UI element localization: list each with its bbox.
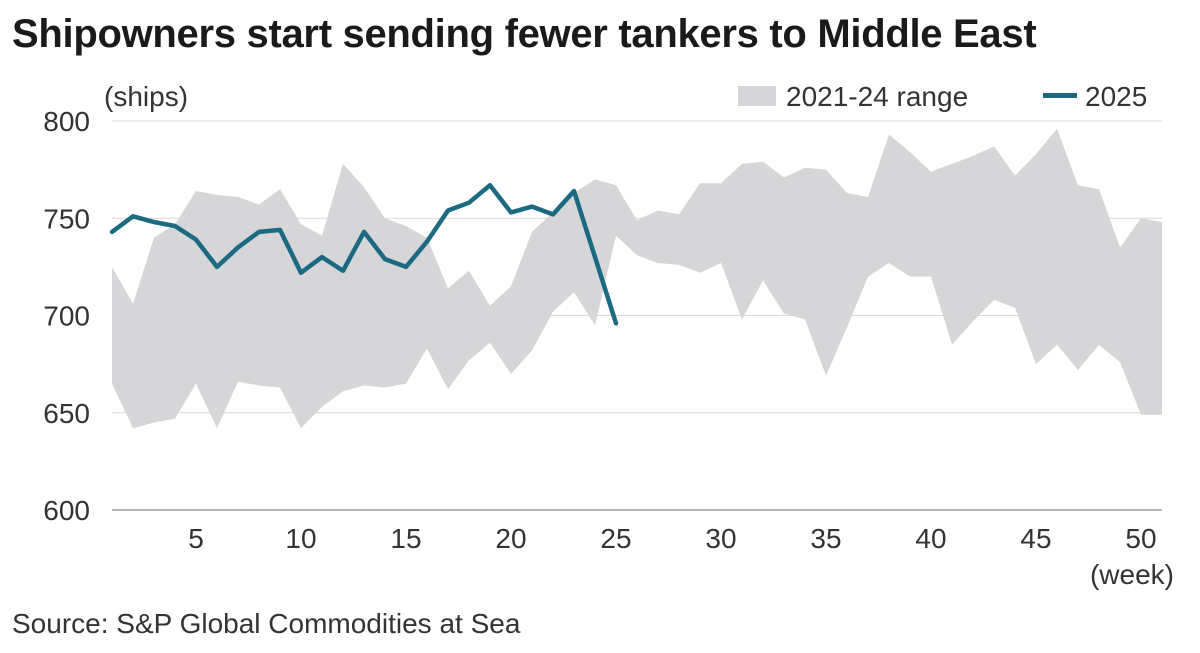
y-tick-label: 600 bbox=[43, 495, 90, 526]
x-tick-label: 25 bbox=[600, 523, 631, 554]
x-axis-ticks: 5 10 15 20 25 30 35 40 45 50 bbox=[188, 523, 1156, 554]
source-note: Source: S&P Global Commodities at Sea bbox=[12, 608, 521, 639]
y-tick-label: 650 bbox=[43, 398, 90, 429]
x-tick-label: 35 bbox=[810, 523, 841, 554]
x-tick-label: 10 bbox=[285, 523, 316, 554]
y-tick-label: 750 bbox=[43, 203, 90, 234]
x-tick-label: 50 bbox=[1125, 523, 1156, 554]
x-tick-label: 20 bbox=[495, 523, 526, 554]
y-tick-label: 800 bbox=[43, 106, 90, 137]
series-line-2025 bbox=[109, 182, 619, 326]
y-axis-ticks: 600 650 700 750 800 bbox=[43, 106, 90, 526]
x-tick-label: 5 bbox=[188, 523, 204, 554]
y-tick-label: 700 bbox=[43, 301, 90, 332]
legend: 2021-24 range 2025 bbox=[738, 81, 1147, 112]
x-tick-label: 40 bbox=[915, 523, 946, 554]
legend-swatch-range bbox=[738, 86, 776, 106]
legend-label-2025: 2025 bbox=[1085, 81, 1147, 112]
legend-swatch-2025 bbox=[1043, 93, 1077, 98]
x-tick-label: 45 bbox=[1020, 523, 1051, 554]
x-tick-label: 15 bbox=[390, 523, 421, 554]
legend-label-range: 2021-24 range bbox=[786, 81, 968, 112]
y-axis-label: (ships) bbox=[104, 81, 188, 112]
range-area bbox=[112, 128, 1162, 429]
x-tick-label: 30 bbox=[705, 523, 736, 554]
chart-title: Shipowners start sending fewer tankers t… bbox=[12, 12, 1037, 56]
x-axis-label: (week) bbox=[1090, 559, 1174, 590]
